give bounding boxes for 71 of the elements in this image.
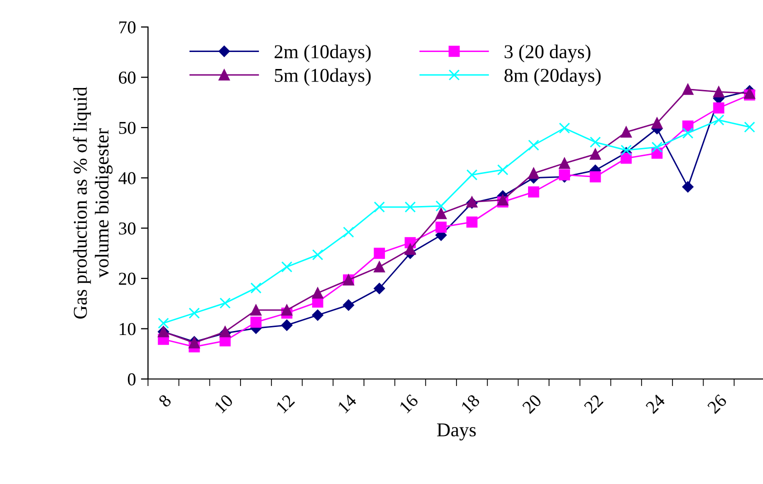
point	[436, 208, 447, 220]
y-tick-label: 40	[118, 172, 136, 184]
point	[558, 169, 570, 180]
legend-label: 3 (20 days)	[504, 44, 590, 62]
y-tick-label: 70	[119, 21, 136, 34]
point	[250, 304, 262, 316]
point	[466, 169, 478, 180]
x-tick-label: 16	[398, 394, 419, 414]
y-tick-label: 10	[120, 322, 136, 336]
point	[374, 282, 385, 294]
point	[250, 316, 262, 328]
point	[558, 122, 570, 134]
point	[713, 114, 724, 126]
point	[188, 308, 200, 319]
y-tick-label: 0	[128, 373, 136, 386]
y-tick-label: 30	[119, 222, 136, 235]
point	[374, 201, 385, 213]
point	[281, 304, 292, 316]
point	[281, 261, 292, 272]
x-tick-label: 22	[584, 394, 604, 414]
point	[220, 298, 231, 309]
legend-label: 5m (10days)	[274, 68, 371, 86]
point	[590, 136, 601, 148]
point	[558, 158, 570, 169]
point	[404, 201, 416, 213]
x-tick-label: 12	[276, 394, 295, 414]
x-tick-label: 20	[522, 394, 542, 414]
point	[342, 226, 354, 238]
point	[281, 320, 292, 331]
point	[250, 282, 262, 294]
point	[497, 164, 508, 176]
x-tick-label: 26	[706, 394, 728, 414]
x-tick-label: 14	[337, 394, 358, 414]
point	[466, 216, 478, 228]
y-tick-label: 50	[119, 122, 136, 134]
point	[620, 144, 632, 156]
point	[436, 200, 447, 212]
point	[713, 102, 724, 114]
x-axis-title: Days	[437, 423, 476, 440]
point	[682, 128, 694, 139]
point	[620, 152, 632, 164]
point	[651, 142, 663, 153]
x-tick-label: 24	[645, 393, 666, 414]
point	[682, 181, 694, 193]
x-tick-label: 8	[158, 394, 172, 408]
point	[590, 148, 601, 160]
y-tick-label: 60	[118, 72, 136, 84]
x-tick-label: 10	[214, 394, 234, 414]
point	[312, 310, 324, 321]
point	[312, 287, 324, 299]
x-tick-label: 18	[460, 394, 480, 414]
point	[620, 126, 632, 138]
point	[342, 299, 354, 311]
point	[436, 222, 447, 233]
y-tick-label: 20	[118, 272, 136, 285]
point	[158, 318, 169, 329]
legend-label: 8m (20days)	[504, 68, 601, 86]
legend-label: 2m (10days)	[274, 44, 371, 62]
point	[312, 249, 324, 260]
point	[528, 168, 540, 179]
point	[682, 84, 694, 95]
y-axis-title: Gas production as % of liquid volume biodigester	[73, 86, 113, 319]
point	[374, 248, 385, 259]
point	[374, 261, 385, 272]
point	[528, 186, 540, 198]
point	[404, 244, 416, 255]
point	[590, 171, 601, 182]
point	[713, 86, 724, 98]
point	[744, 122, 756, 133]
point	[651, 117, 663, 129]
point	[528, 140, 540, 151]
